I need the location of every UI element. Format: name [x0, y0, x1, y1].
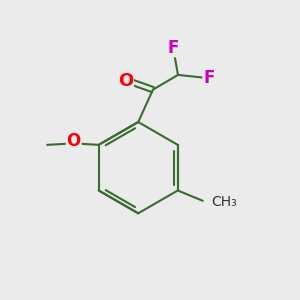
- Text: O: O: [118, 72, 133, 90]
- Text: F: F: [203, 69, 214, 87]
- Text: CH₃: CH₃: [211, 195, 237, 209]
- Text: F: F: [168, 38, 179, 56]
- Text: O: O: [67, 132, 81, 150]
